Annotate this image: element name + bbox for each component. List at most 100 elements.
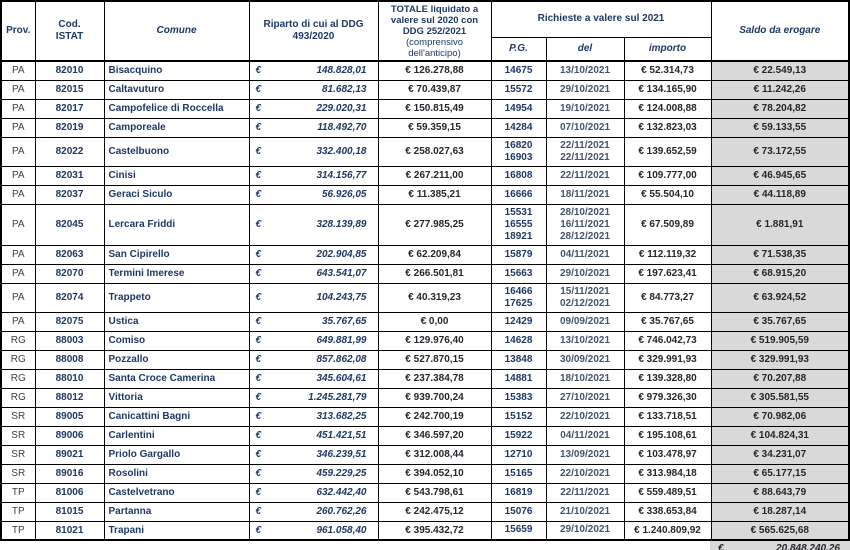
- cell-istat-code: 89016: [34, 463, 105, 484]
- table-row: RG 88003 Comiso € 649.881,99 € 129.976,4…: [0, 330, 850, 351]
- cell-pg: 14284: [490, 117, 547, 138]
- cell-comune: Trappeto: [103, 282, 250, 313]
- table-row: PA 82017 Campofelice di Roccella € 229.0…: [0, 98, 850, 119]
- cell-prov: PA: [0, 79, 36, 100]
- cell-prov: PA: [0, 244, 36, 265]
- cell-saldo: € 305.581,55: [710, 387, 850, 408]
- cell-del: 18/11/2021: [545, 184, 625, 205]
- riparto-amount: 104.243,75: [316, 292, 367, 303]
- cell-del: 29/10/2021: [545, 520, 625, 541]
- riparto-amount: 35.767,65: [322, 316, 367, 327]
- cell-totale-liquidato: € 395.432,72: [377, 520, 492, 541]
- cell-comune: Carlentini: [103, 425, 250, 446]
- cell-del: 13/10/2021: [545, 330, 625, 351]
- cell-importo: € 559.489,51: [623, 482, 712, 503]
- cell-pg: 15383: [490, 387, 547, 408]
- cell-prov: PA: [0, 263, 36, 284]
- euro-sign: €: [255, 189, 262, 200]
- cell-comune: Bisacquino: [103, 60, 250, 81]
- cell-saldo: € 71.538,35: [710, 244, 850, 265]
- cell-istat-code: 82075: [34, 311, 105, 332]
- cell-importo: € 329.991,93: [623, 349, 712, 370]
- cell-totale-liquidato: € 266.501,81: [377, 263, 492, 284]
- cell-pg: 16819: [490, 482, 547, 503]
- cell-comune: Pozzallo: [103, 349, 250, 370]
- cell-saldo: € 59.133,55: [710, 117, 850, 138]
- cell-prov: PA: [0, 203, 36, 246]
- col-header-istat: Cod. ISTAT: [34, 0, 105, 62]
- cell-importo: € 1.240.809,92: [623, 520, 712, 541]
- riparto-amount: 961.058,40: [316, 524, 367, 536]
- riparto-amount: 202.904,85: [316, 249, 367, 260]
- table-row: RG 88012 Vittoria € 1.245.281,79 € 939.7…: [0, 387, 850, 408]
- cell-saldo: € 73.172,55: [710, 136, 850, 167]
- cell-riparto: € 81.682,13: [248, 79, 379, 100]
- table-row: RG 88008 Pozzallo € 857.862,08 € 527.870…: [0, 349, 850, 370]
- col-header-comune: Comune: [103, 0, 250, 62]
- euro-sign: €: [255, 249, 262, 260]
- riparto-amount: 332.400,18: [316, 146, 367, 157]
- cell-importo: € 979.326,30: [623, 387, 712, 408]
- cell-saldo: € 329.991,93: [710, 349, 850, 370]
- cell-importo: € 133.718,51: [623, 406, 712, 427]
- cell-totale-liquidato: € 126.278,88: [377, 60, 492, 81]
- cell-riparto: € 451.421,51: [248, 425, 379, 446]
- table-row: SR 89006 Carlentini € 451.421,51 € 346.5…: [0, 425, 850, 446]
- cell-pg: 15572: [490, 79, 547, 100]
- cell-pg: 16466 17625: [490, 282, 547, 313]
- riparto-amount: 81.682,13: [322, 84, 367, 95]
- cell-totale-liquidato: € 70.439,87: [377, 79, 492, 100]
- riparto-amount: 643.541,07: [316, 268, 367, 279]
- cell-importo: € 197.623,41: [623, 263, 712, 284]
- cell-comune: Vittoria: [103, 387, 250, 408]
- cell-riparto: € 118.492,70: [248, 117, 379, 138]
- cell-pg: 14628: [490, 330, 547, 351]
- cell-importo: € 112.119,32: [623, 244, 712, 265]
- cell-del: 22/10/2021: [545, 463, 625, 484]
- cell-riparto: € 202.904,85: [248, 244, 379, 265]
- cell-importo: € 313.984,18: [623, 463, 712, 484]
- euro-sign: €: [255, 468, 262, 479]
- cell-istat-code: 82037: [34, 184, 105, 205]
- cell-saldo: € 565.625,68: [710, 520, 850, 541]
- cell-del: 15/11/2021 02/12/2021: [545, 282, 625, 313]
- cell-prov: RG: [0, 349, 36, 370]
- cell-riparto: € 314.156,77: [248, 165, 379, 186]
- cell-comune: Priolo Gargallo: [103, 444, 250, 465]
- cell-importo: € 195.108,61: [623, 425, 712, 446]
- cell-riparto: € 961.058,40: [248, 520, 379, 541]
- cell-comune: Trapani: [103, 520, 250, 541]
- cell-istat-code: 82031: [34, 165, 105, 186]
- cell-istat-code: 82022: [34, 136, 105, 167]
- cell-saldo: € 70.207,88: [710, 368, 850, 389]
- cell-istat-code: 82017: [34, 98, 105, 119]
- table-row: PA 82075 Ustica € 35.767,65 € 0,00 12429…: [0, 311, 850, 332]
- cell-pg: 15076: [490, 501, 547, 522]
- cell-del: 22/11/2021 22/11/2021: [545, 136, 625, 167]
- cell-totale-liquidato: € 543.798,61: [377, 482, 492, 503]
- riparto-amount: 314.156,77: [316, 170, 367, 181]
- cell-prov: SR: [0, 444, 36, 465]
- cell-istat-code: 82063: [34, 244, 105, 265]
- cell-totale-liquidato: € 394.052,10: [377, 463, 492, 484]
- cell-prov: TP: [0, 520, 36, 541]
- cell-istat-code: 82015: [34, 79, 105, 100]
- cell-del: 22/11/2021: [545, 165, 625, 186]
- table-row: SR 89021 Priolo Gargallo € 346.239,51 € …: [0, 444, 850, 465]
- cell-saldo: € 65.177,15: [710, 463, 850, 484]
- table-row: PA 82045 Lercara Friddi € 328.139,89 € 2…: [0, 203, 850, 246]
- cell-riparto: € 459.229,25: [248, 463, 379, 484]
- cell-totale-liquidato: € 0,00: [377, 311, 492, 332]
- euro-sign: €: [255, 84, 262, 95]
- cell-totale-liquidato: € 939.700,24: [377, 387, 492, 408]
- cell-istat-code: 81006: [34, 482, 105, 503]
- cell-riparto: € 104.243,75: [248, 282, 379, 313]
- cell-importo: € 139.328,80: [623, 368, 712, 389]
- cell-riparto: € 345.604,61: [248, 368, 379, 389]
- totale-header-main: TOTALE liquidato a valere sul 2020 con D…: [390, 3, 479, 37]
- cell-saldo: € 70.982,06: [710, 406, 850, 427]
- cell-importo: € 52.314,73: [623, 60, 712, 81]
- grand-total-row: € 20.848.240,26: [710, 541, 850, 550]
- riparto-amount: 148.828,01: [316, 65, 367, 77]
